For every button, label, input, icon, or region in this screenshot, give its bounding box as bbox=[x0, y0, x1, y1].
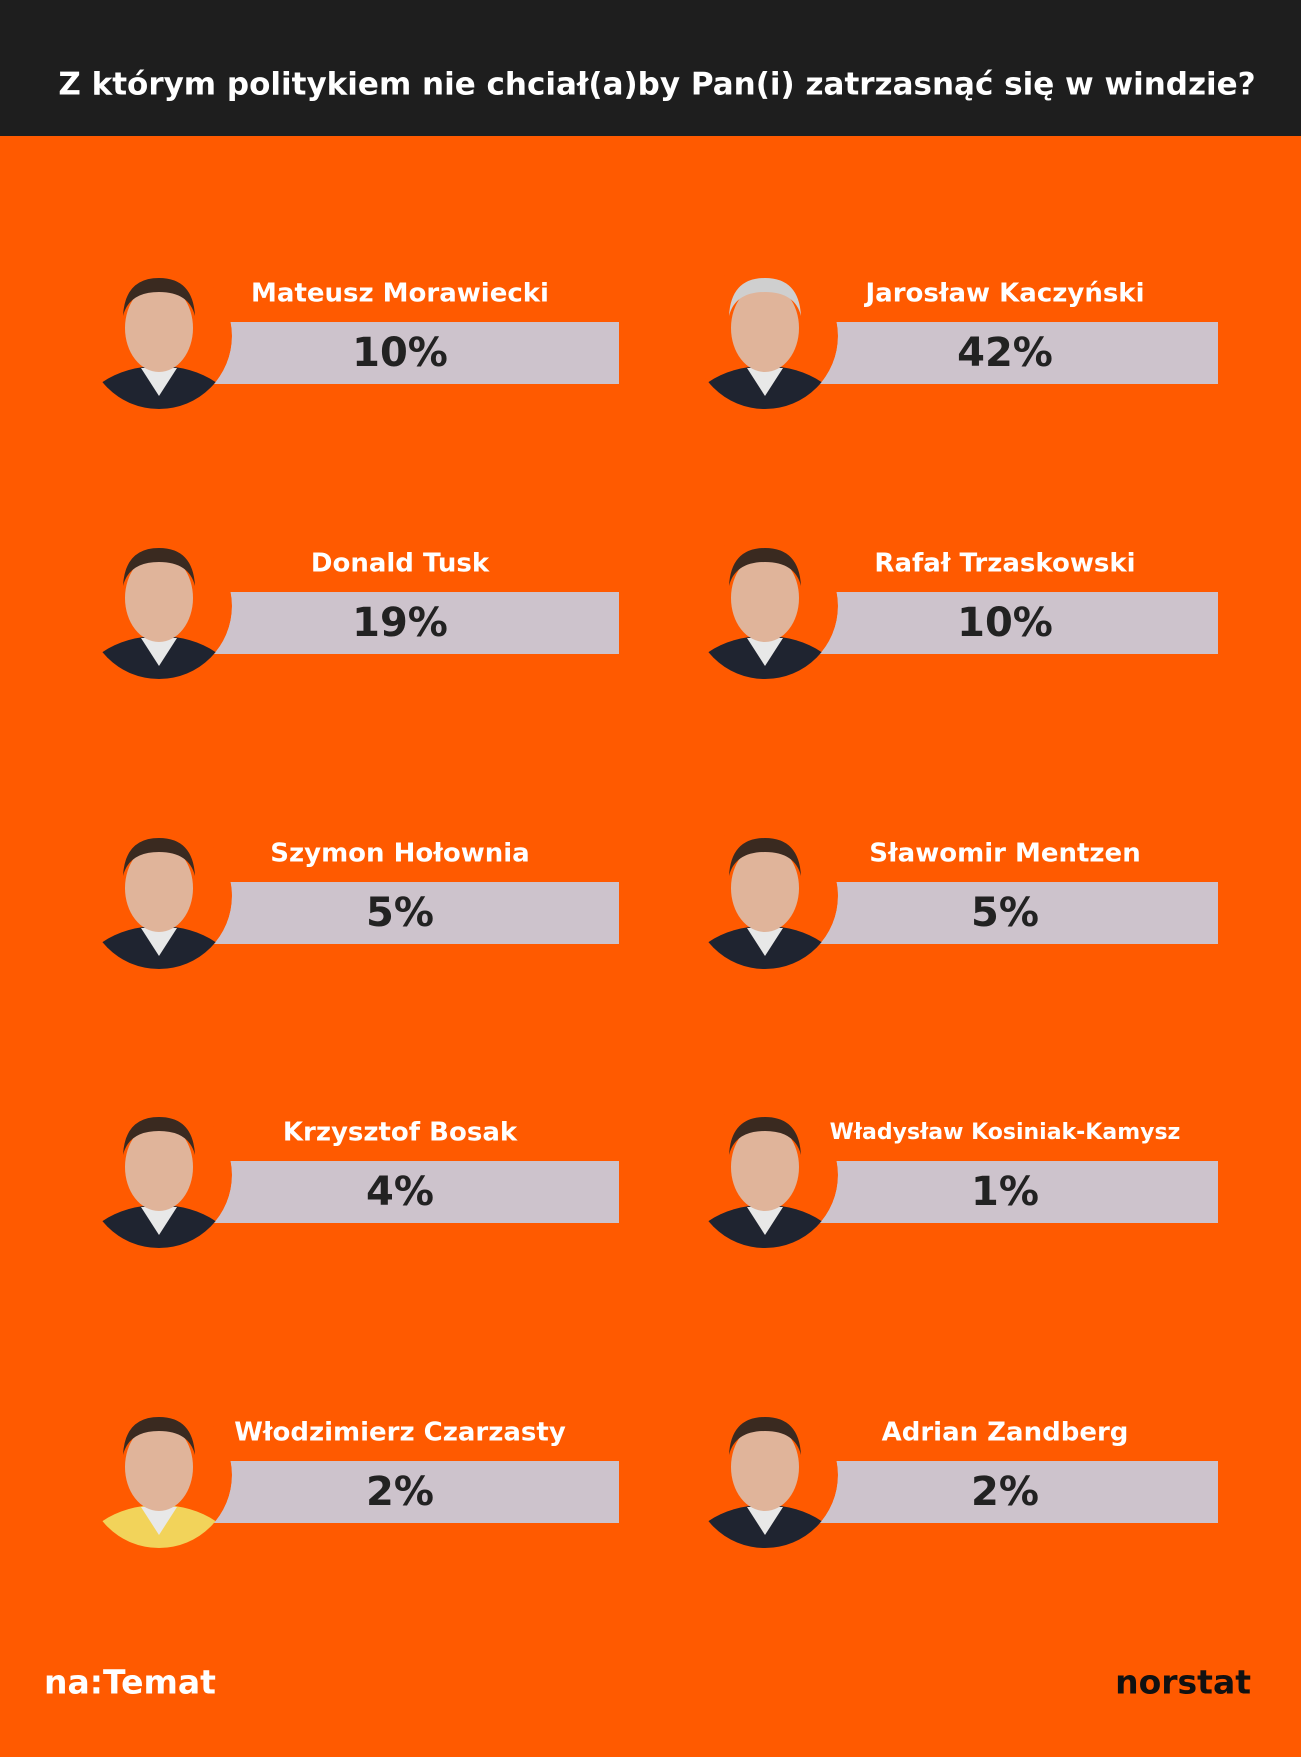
portrait-body bbox=[692, 636, 838, 679]
portrait-collar bbox=[747, 638, 783, 666]
portrait bbox=[692, 533, 838, 679]
portrait-collar bbox=[747, 928, 783, 956]
portrait-body bbox=[86, 636, 232, 679]
portrait-clip bbox=[692, 1402, 838, 1548]
bar bbox=[784, 882, 1218, 944]
portrait bbox=[86, 1402, 232, 1548]
portrait-clip bbox=[86, 1102, 232, 1248]
portrait-body bbox=[86, 926, 232, 969]
percentage: 4% bbox=[366, 1169, 434, 1215]
brand-right: norstat bbox=[1115, 1663, 1251, 1702]
portrait-collar bbox=[747, 1507, 783, 1535]
person-name: Krzysztof Bosak bbox=[283, 1118, 518, 1148]
portrait-face bbox=[125, 554, 193, 642]
portrait-clip bbox=[86, 823, 232, 969]
portrait bbox=[692, 263, 838, 409]
portrait bbox=[692, 1102, 838, 1248]
percentage: 10% bbox=[957, 600, 1053, 646]
portrait bbox=[86, 823, 232, 969]
portrait-face bbox=[125, 1123, 193, 1211]
header-band bbox=[0, 0, 1301, 136]
person-name: Szymon Hołownia bbox=[270, 839, 529, 869]
person-name: Donald Tusk bbox=[311, 549, 490, 579]
portrait-body bbox=[692, 366, 838, 409]
person-name: Sławomir Mentzen bbox=[869, 839, 1140, 869]
person-name: Rafał Trzaskowski bbox=[874, 549, 1135, 579]
person-name: Jarosław Kaczyński bbox=[863, 279, 1144, 309]
bar bbox=[784, 592, 1218, 654]
portrait-face bbox=[125, 284, 193, 372]
bar bbox=[784, 1161, 1218, 1223]
person-name: Mateusz Morawiecki bbox=[251, 279, 549, 309]
portrait-face bbox=[125, 844, 193, 932]
portrait bbox=[86, 263, 232, 409]
portrait-collar bbox=[747, 1207, 783, 1235]
percentage: 2% bbox=[971, 1469, 1039, 1515]
portrait-body bbox=[692, 1205, 838, 1248]
portrait-hair bbox=[123, 1417, 195, 1455]
portrait-collar bbox=[747, 368, 783, 396]
bar bbox=[185, 1161, 619, 1223]
portrait-hair bbox=[123, 548, 195, 586]
portrait-hair bbox=[123, 278, 195, 316]
portrait bbox=[86, 1102, 232, 1248]
portrait bbox=[692, 1402, 838, 1548]
percentage: 1% bbox=[971, 1169, 1039, 1215]
percentage: 19% bbox=[352, 600, 448, 646]
portrait-hair bbox=[729, 838, 801, 876]
brand-left: na:Temat bbox=[44, 1663, 216, 1702]
portrait-hair bbox=[123, 838, 195, 876]
portrait-hair bbox=[729, 1117, 801, 1155]
percentage: 5% bbox=[366, 890, 434, 936]
portrait-clip bbox=[86, 533, 232, 679]
portrait bbox=[692, 823, 838, 969]
bar bbox=[185, 882, 619, 944]
title: Z którym politykiem nie chciał(a)by Pan(… bbox=[58, 67, 1255, 103]
percentage: 10% bbox=[352, 330, 448, 376]
person-name: Władysław Kosiniak-Kamysz bbox=[830, 1120, 1181, 1145]
portrait bbox=[86, 533, 232, 679]
person-name: Włodzimierz Czarzasty bbox=[234, 1418, 566, 1448]
percentage: 42% bbox=[957, 330, 1053, 376]
portrait-collar bbox=[141, 368, 177, 396]
portrait-body bbox=[692, 1505, 838, 1548]
portrait-hair bbox=[729, 548, 801, 586]
portrait-clip bbox=[86, 263, 232, 409]
portrait-face bbox=[731, 284, 799, 372]
portrait-collar bbox=[141, 638, 177, 666]
percentage: 2% bbox=[366, 1469, 434, 1515]
portrait-clip bbox=[692, 1102, 838, 1248]
percentage: 5% bbox=[971, 890, 1039, 936]
portrait-clip bbox=[692, 263, 838, 409]
portrait-face bbox=[731, 844, 799, 932]
portrait-face bbox=[731, 1123, 799, 1211]
bar bbox=[185, 322, 619, 384]
portrait-body bbox=[86, 366, 232, 409]
portrait-hair bbox=[729, 1417, 801, 1455]
bar bbox=[784, 1461, 1218, 1523]
bar bbox=[185, 592, 619, 654]
person-name: Adrian Zandberg bbox=[882, 1418, 1129, 1448]
bar bbox=[185, 1461, 619, 1523]
portrait-collar bbox=[141, 928, 177, 956]
portrait-clip bbox=[692, 533, 838, 679]
portrait-collar bbox=[141, 1207, 177, 1235]
portrait-body bbox=[692, 926, 838, 969]
portrait-face bbox=[125, 1423, 193, 1511]
portrait-body bbox=[86, 1205, 232, 1248]
portrait-body bbox=[86, 1505, 232, 1548]
portrait-hair bbox=[729, 278, 801, 316]
portrait-clip bbox=[86, 1402, 232, 1548]
portrait-face bbox=[731, 1423, 799, 1511]
portrait-hair bbox=[123, 1117, 195, 1155]
bar bbox=[784, 322, 1218, 384]
portrait-collar bbox=[141, 1507, 177, 1535]
portrait-clip bbox=[692, 823, 838, 969]
portrait-face bbox=[731, 554, 799, 642]
